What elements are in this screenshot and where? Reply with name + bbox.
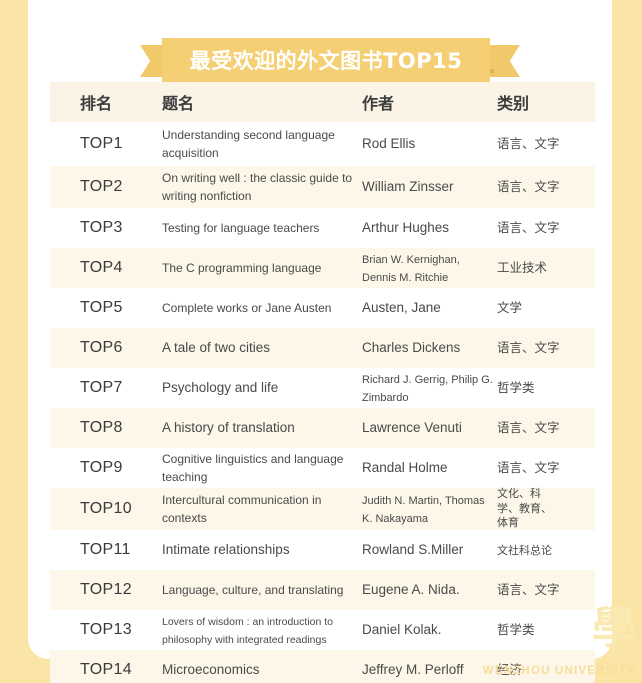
row-rank: TOP9 (80, 459, 123, 476)
ribbon-tail-right-icon (490, 45, 520, 77)
row-title: Psychology and life (162, 380, 279, 395)
row-author: Charles Dickens (362, 340, 461, 355)
row-rank: TOP1 (80, 135, 123, 152)
row-title: Testing for language teachers (162, 221, 320, 235)
row-category: 语言、文字 (497, 179, 560, 194)
row-author: William Zinsser (362, 179, 454, 194)
banner-band: 最受欢迎的外文图书TOP15 (162, 38, 490, 82)
row-author: Arthur Hughes (362, 220, 450, 235)
row-category: 哲学类 (497, 622, 535, 637)
row-author: Richard J. Gerrig, Philip G. Zimbardo (362, 374, 493, 404)
row-author: Lawrence Venuti (362, 420, 462, 435)
row-title: Intimate relationships (162, 542, 290, 557)
banner-ribbon: 最受欢迎的外文图书TOP15 (0, 38, 642, 82)
table-row[interactable]: TOP1 Understanding second language acqui… (50, 122, 595, 166)
row-category: 语言、文字 (497, 460, 560, 475)
row-author: Randal Holme (362, 460, 448, 475)
row-author: Austen, Jane (362, 300, 441, 315)
row-rank: TOP11 (80, 541, 131, 558)
row-rank: TOP4 (80, 259, 123, 276)
row-rank: TOP3 (80, 219, 123, 236)
table-row[interactable]: TOP11 Intimate relationships Rowland S.M… (50, 530, 595, 570)
row-title: On writing well : the classic guide to w… (162, 171, 353, 203)
row-category: 语言、文字 (497, 220, 560, 235)
table-row[interactable]: TOP5 Complete works or Jane Austen Auste… (50, 288, 595, 328)
table-row[interactable]: TOP9 Cognitive linguistics and language … (50, 448, 595, 488)
row-rank: TOP10 (80, 500, 132, 517)
row-title: A tale of two cities (162, 340, 271, 355)
table-row[interactable]: TOP2 On writing well : the classic guide… (50, 166, 595, 208)
table-row[interactable]: TOP13 Lovers of wisdom : an introduction… (50, 610, 595, 650)
table-row[interactable]: TOP3 Testing for language teachers Arthu… (50, 208, 595, 248)
row-author: Rod Ellis (362, 136, 416, 151)
page-title: 最受欢迎的外文图书TOP15 (189, 49, 463, 73)
table-row[interactable]: TOP6 A tale of two cities Charles Dicken… (50, 328, 595, 368)
row-rank: TOP12 (80, 581, 132, 598)
row-rank: TOP5 (80, 299, 123, 316)
row-title: Language, culture, and translating (162, 583, 344, 597)
column-header-rank: 排名 (80, 94, 113, 113)
row-title: Microeconomics (162, 662, 260, 677)
row-title: A history of translation (162, 420, 295, 435)
row-category: 工业技术 (497, 260, 548, 275)
row-title: Lovers of wisdom : an introduction to ph… (162, 616, 334, 646)
row-title: Complete works or Jane Austen (162, 301, 332, 315)
column-header-category: 类别 (497, 94, 530, 113)
column-header-author: 作者 (362, 94, 395, 113)
table-row[interactable]: TOP14 Microeconomics Jeffrey M. Perloff … (50, 650, 595, 683)
row-rank: TOP6 (80, 339, 123, 356)
row-author: Daniel Kolak. (362, 622, 442, 637)
row-title: Intercultural communication in contexts (162, 493, 322, 525)
row-category: 语言、文字 (497, 582, 560, 597)
row-author: Rowland S.Miller (362, 542, 464, 557)
table-row[interactable]: TOP10 Intercultural communication in con… (50, 487, 595, 530)
row-rank: TOP2 (80, 178, 123, 195)
row-rank: TOP7 (80, 379, 123, 396)
table-row[interactable]: TOP4 The C programming language Brian W.… (50, 248, 595, 288)
row-title: Cognitive linguistics and language teach… (162, 452, 344, 484)
row-category: 文学 (497, 300, 523, 315)
row-author: Eugene A. Nida. (362, 582, 460, 597)
row-rank: TOP13 (80, 621, 132, 638)
row-rank: TOP14 (80, 661, 132, 678)
row-category: 语言、文字 (497, 420, 560, 435)
table-row[interactable]: TOP12 Language, culture, and translating… (50, 570, 595, 610)
table-row[interactable]: TOP7 Psychology and life Richard J. Gerr… (50, 368, 595, 408)
row-category: 文社科总论 (497, 544, 552, 557)
row-title: The C programming language (162, 261, 322, 275)
row-title: Understanding second language acquisitio… (162, 128, 335, 160)
row-category: 哲学类 (497, 380, 535, 395)
row-author: Jeffrey M. Perloff (362, 662, 464, 677)
table-header-row: 排名 题名 作者 类别 (50, 82, 595, 122)
book-ranking-table: 排名 题名 作者 类别 TOP1 Understanding second la… (50, 82, 595, 683)
row-category: 语言、文字 (497, 136, 560, 151)
row-category: 文化、科学、教育、体育 (497, 487, 552, 529)
row-author: Brian W. Kernighan, Dennis M. Ritchie (362, 254, 460, 284)
table-row[interactable]: TOP8 A history of translation Lawrence V… (50, 408, 595, 448)
row-category: 语言、文字 (497, 340, 560, 355)
column-header-title: 题名 (162, 94, 195, 113)
row-author: Judith N. Martin, Thomas K. Nakayama (362, 495, 485, 525)
row-category: 经济 (497, 662, 523, 677)
row-rank: TOP8 (80, 419, 123, 436)
